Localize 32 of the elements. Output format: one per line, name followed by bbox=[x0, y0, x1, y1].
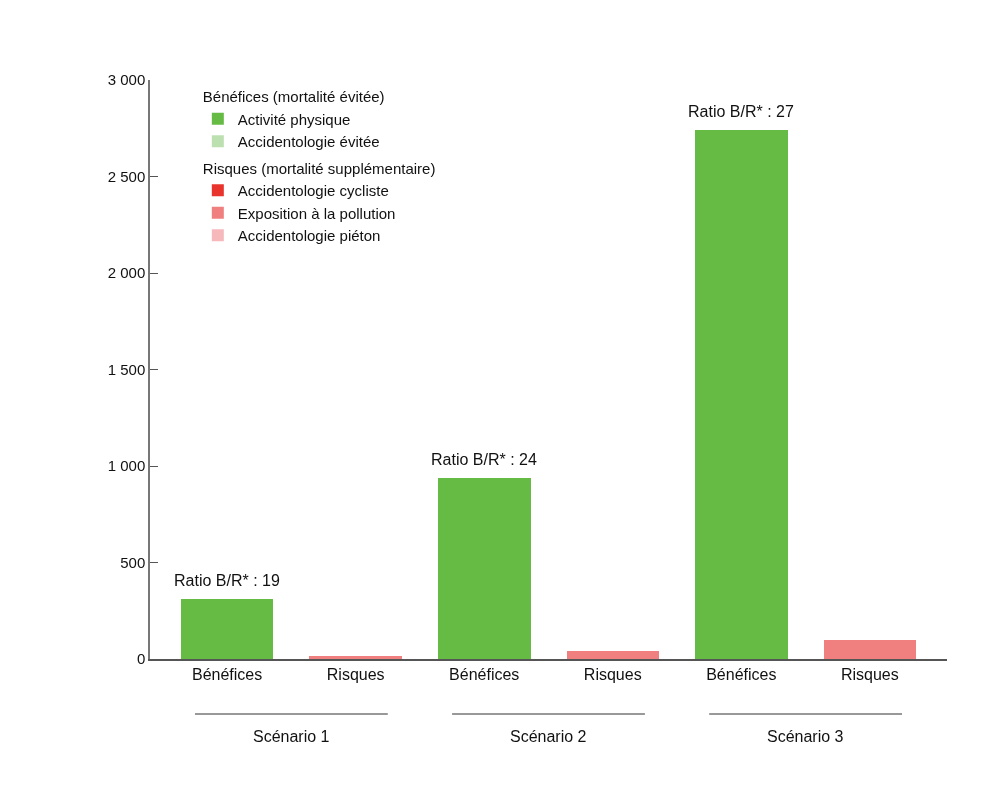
y-tick-label: 500 bbox=[120, 553, 146, 571]
bar bbox=[180, 598, 274, 659]
annotation: Ratio B/R* : 19 bbox=[174, 572, 280, 589]
bar bbox=[437, 477, 531, 659]
y-tick-label: 3 000 bbox=[107, 71, 146, 89]
bar bbox=[566, 651, 660, 659]
annotation: Ratio B/R* : 24 bbox=[431, 451, 537, 468]
x-tick-label: Risques bbox=[326, 665, 385, 683]
y-tick-label: 1 500 bbox=[107, 360, 146, 378]
y-tick-label: 2 500 bbox=[107, 167, 146, 185]
legend-label: Exposition à la pollution bbox=[237, 204, 396, 222]
annotation: Risques (mortalité supplémentaire) bbox=[202, 159, 436, 177]
text: Scénario 3 bbox=[767, 728, 844, 745]
legend-label: Accidentologie cycliste bbox=[237, 182, 389, 200]
x-tick-label: Bénéfices bbox=[706, 665, 777, 683]
x-tick-label: Risques bbox=[583, 665, 642, 683]
text: Scénario 2 bbox=[510, 728, 587, 745]
annotation: Bénéfices (mortalité évitée) bbox=[202, 88, 385, 106]
y-tick-label: 0 bbox=[136, 650, 146, 668]
bar bbox=[309, 655, 402, 659]
bar bbox=[823, 639, 917, 659]
text: Scénario 1 bbox=[253, 728, 330, 745]
bar bbox=[695, 130, 788, 659]
legend-label: Accidentologie piéton bbox=[237, 227, 381, 245]
x-tick-label: Bénéfices bbox=[449, 665, 520, 683]
legend-label: Activité physique bbox=[237, 110, 351, 128]
legend-label: Accidentologie évitée bbox=[237, 133, 380, 151]
x-tick-label: Risques bbox=[840, 665, 899, 683]
x-tick-label: Bénéfices bbox=[192, 665, 263, 683]
y-tick-label: 1 000 bbox=[107, 457, 146, 475]
y-tick-label: 2 000 bbox=[107, 264, 146, 282]
annotation: Ratio B/R* : 27 bbox=[688, 103, 794, 120]
